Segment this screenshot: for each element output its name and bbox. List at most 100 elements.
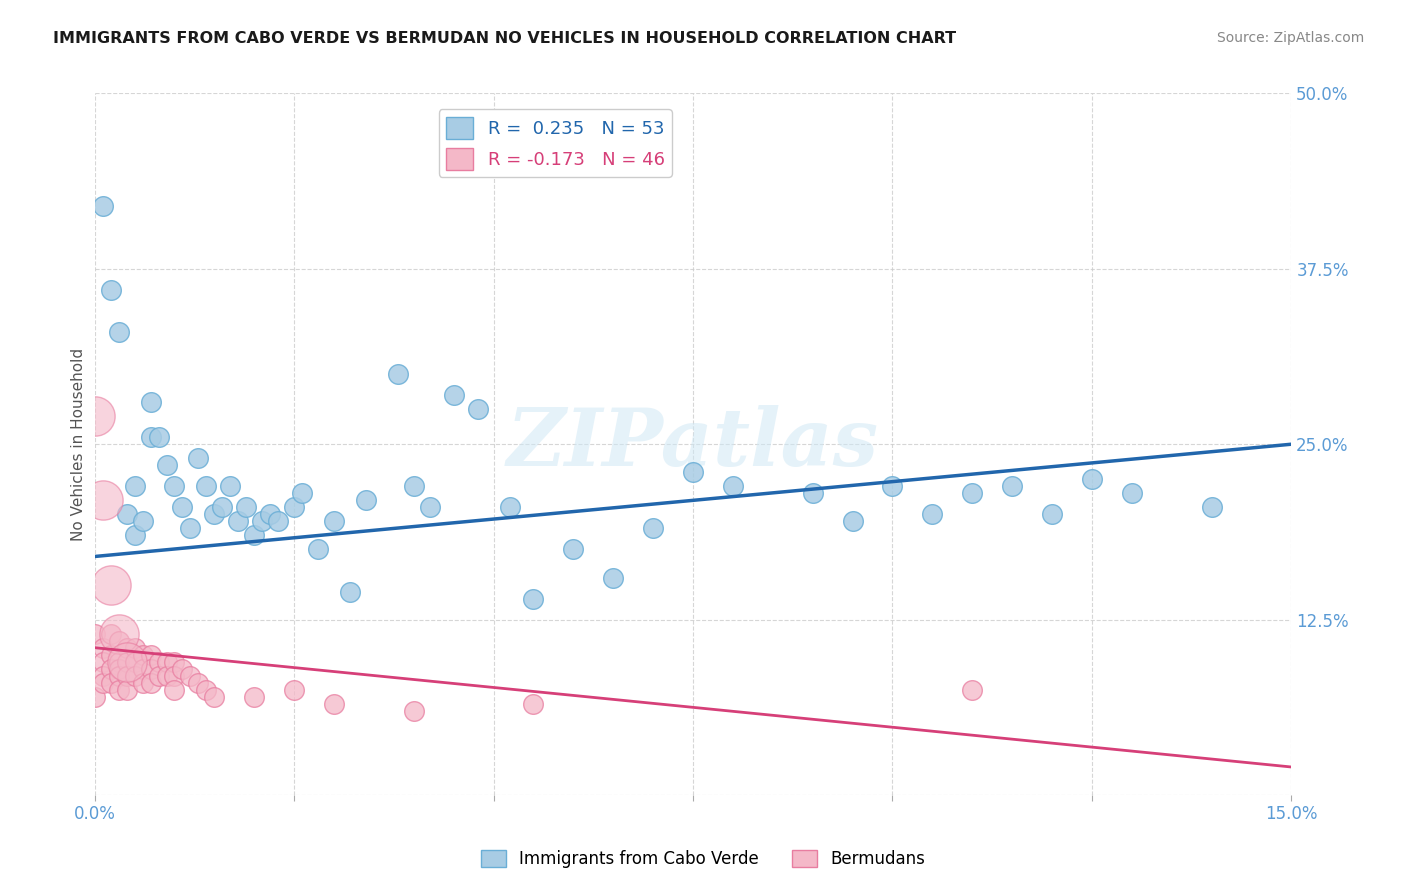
Point bbox=[91, 199, 114, 213]
Point bbox=[467, 402, 489, 417]
Point bbox=[91, 640, 114, 655]
Point bbox=[107, 626, 129, 640]
Point bbox=[155, 458, 177, 473]
Point bbox=[291, 486, 314, 500]
Point bbox=[267, 515, 290, 529]
Point bbox=[202, 508, 225, 522]
Point bbox=[1040, 508, 1063, 522]
Point bbox=[172, 500, 194, 515]
Point bbox=[443, 388, 465, 402]
Point bbox=[124, 479, 146, 493]
Point bbox=[115, 655, 138, 669]
Point bbox=[882, 479, 904, 493]
Point bbox=[115, 655, 138, 669]
Point bbox=[100, 283, 122, 297]
Point bbox=[107, 325, 129, 339]
Point bbox=[498, 500, 520, 515]
Point bbox=[100, 626, 122, 640]
Point bbox=[402, 479, 425, 493]
Point bbox=[139, 430, 162, 444]
Point bbox=[682, 465, 704, 479]
Point bbox=[115, 669, 138, 683]
Point bbox=[163, 479, 186, 493]
Legend: Immigrants from Cabo Verde, Bermudans: Immigrants from Cabo Verde, Bermudans bbox=[474, 843, 932, 875]
Point bbox=[243, 690, 266, 704]
Point bbox=[100, 648, 122, 662]
Point bbox=[91, 675, 114, 690]
Point bbox=[187, 451, 209, 466]
Point bbox=[115, 640, 138, 655]
Point bbox=[148, 669, 170, 683]
Legend: R =  0.235   N = 53, R = -0.173   N = 46: R = 0.235 N = 53, R = -0.173 N = 46 bbox=[439, 110, 672, 177]
Point bbox=[387, 367, 409, 381]
Point bbox=[562, 542, 585, 557]
Point bbox=[960, 682, 983, 697]
Point bbox=[283, 500, 305, 515]
Point bbox=[252, 515, 274, 529]
Point bbox=[131, 662, 153, 676]
Point bbox=[91, 493, 114, 508]
Point bbox=[107, 633, 129, 648]
Point bbox=[163, 655, 186, 669]
Point bbox=[1121, 486, 1143, 500]
Point bbox=[522, 591, 544, 606]
Point bbox=[419, 500, 441, 515]
Point bbox=[124, 640, 146, 655]
Point bbox=[107, 682, 129, 697]
Point bbox=[139, 648, 162, 662]
Point bbox=[131, 675, 153, 690]
Point bbox=[124, 655, 146, 669]
Point bbox=[235, 500, 257, 515]
Text: IMMIGRANTS FROM CABO VERDE VS BERMUDAN NO VEHICLES IN HOUSEHOLD CORRELATION CHAR: IMMIGRANTS FROM CABO VERDE VS BERMUDAN N… bbox=[53, 31, 956, 46]
Point bbox=[100, 577, 122, 591]
Point bbox=[155, 655, 177, 669]
Point bbox=[124, 669, 146, 683]
Point bbox=[195, 479, 218, 493]
Point bbox=[148, 430, 170, 444]
Text: Source: ZipAtlas.com: Source: ZipAtlas.com bbox=[1216, 31, 1364, 45]
Y-axis label: No Vehicles in Household: No Vehicles in Household bbox=[72, 348, 86, 541]
Point bbox=[107, 662, 129, 676]
Point bbox=[83, 690, 105, 704]
Point bbox=[107, 669, 129, 683]
Point bbox=[115, 682, 138, 697]
Point bbox=[801, 486, 824, 500]
Point bbox=[179, 669, 201, 683]
Point bbox=[100, 675, 122, 690]
Point bbox=[91, 655, 114, 669]
Point bbox=[960, 486, 983, 500]
Point bbox=[211, 500, 233, 515]
Text: ZIPatlas: ZIPatlas bbox=[508, 406, 879, 483]
Point bbox=[83, 409, 105, 424]
Point bbox=[155, 669, 177, 683]
Point bbox=[139, 395, 162, 409]
Point bbox=[202, 690, 225, 704]
Point bbox=[643, 521, 665, 535]
Point bbox=[139, 675, 162, 690]
Point bbox=[602, 570, 624, 584]
Point bbox=[243, 528, 266, 542]
Point bbox=[100, 662, 122, 676]
Point bbox=[307, 542, 329, 557]
Point bbox=[1201, 500, 1223, 515]
Point bbox=[131, 648, 153, 662]
Point bbox=[841, 515, 863, 529]
Point bbox=[522, 697, 544, 711]
Point bbox=[226, 515, 249, 529]
Point bbox=[195, 682, 218, 697]
Point bbox=[1081, 472, 1104, 486]
Point bbox=[115, 508, 138, 522]
Point bbox=[107, 655, 129, 669]
Point bbox=[163, 682, 186, 697]
Point bbox=[339, 584, 361, 599]
Point bbox=[921, 508, 943, 522]
Point bbox=[402, 704, 425, 718]
Point bbox=[283, 682, 305, 697]
Point bbox=[139, 662, 162, 676]
Point bbox=[721, 479, 744, 493]
Point bbox=[323, 515, 346, 529]
Point bbox=[83, 626, 105, 640]
Point bbox=[259, 508, 281, 522]
Point bbox=[323, 697, 346, 711]
Point bbox=[354, 493, 377, 508]
